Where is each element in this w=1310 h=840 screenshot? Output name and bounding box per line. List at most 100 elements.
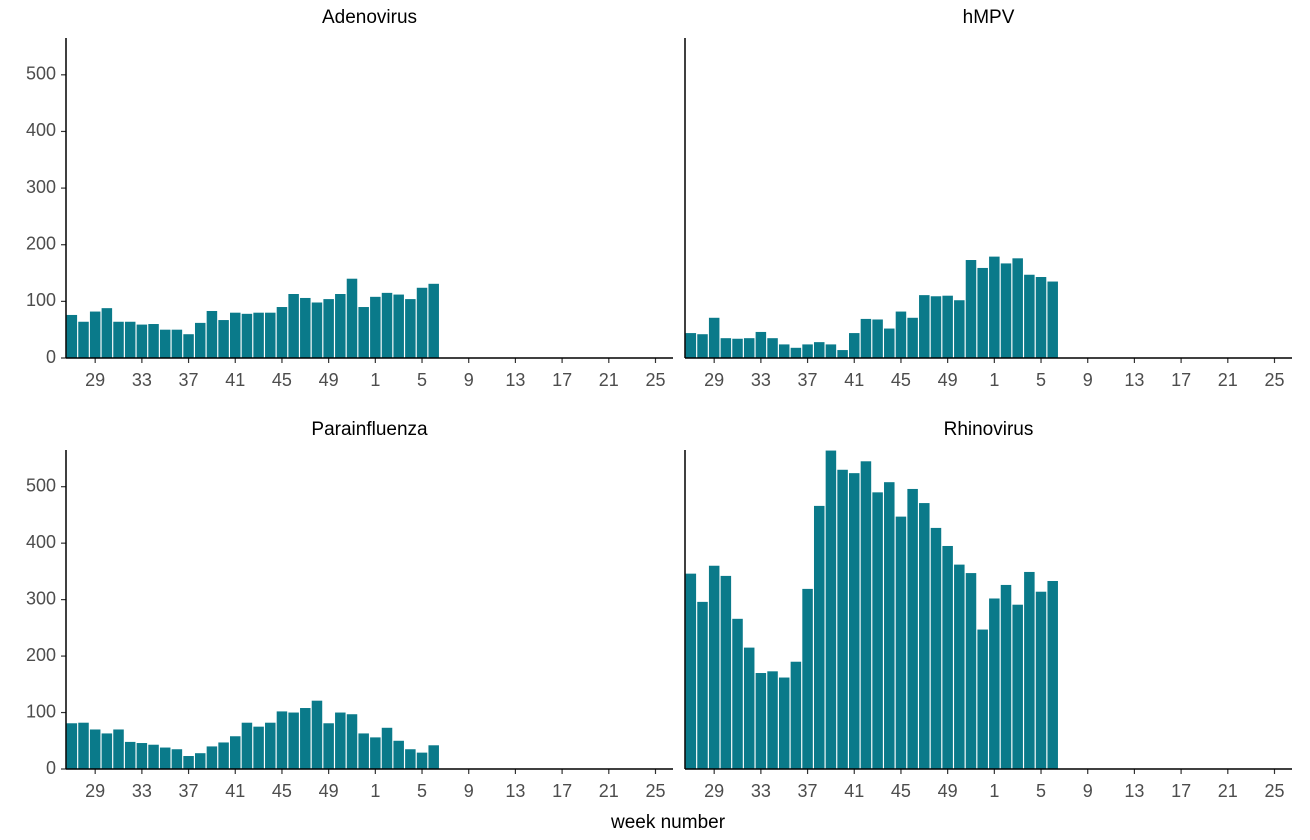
bar bbox=[194, 322, 206, 358]
x-tick-label: 49 bbox=[938, 781, 958, 801]
bar bbox=[405, 749, 416, 769]
bar bbox=[241, 722, 253, 769]
bar bbox=[732, 618, 743, 769]
bar bbox=[720, 338, 732, 358]
x-tick-label: 1 bbox=[989, 781, 999, 801]
x-tick-label: 37 bbox=[179, 781, 199, 801]
bar bbox=[335, 294, 346, 358]
x-tick-label: 41 bbox=[844, 370, 864, 390]
x-tick-label: 21 bbox=[1218, 370, 1238, 390]
x-tick-label: 13 bbox=[505, 370, 525, 390]
bar bbox=[148, 324, 159, 358]
x-tick-label: 41 bbox=[225, 370, 245, 390]
y-tick-label: 200 bbox=[26, 645, 56, 665]
bar bbox=[276, 711, 288, 769]
panel-title: Parainfluenza bbox=[311, 419, 428, 440]
x-tick-label: 49 bbox=[319, 370, 339, 390]
bar bbox=[989, 598, 1000, 769]
bar bbox=[977, 267, 988, 358]
bar bbox=[1047, 281, 1058, 358]
y-tick-label: 300 bbox=[26, 177, 56, 197]
bar bbox=[884, 328, 895, 358]
bar bbox=[837, 350, 848, 358]
bar bbox=[230, 736, 241, 769]
bar bbox=[989, 256, 1000, 358]
x-tick-label: 9 bbox=[464, 370, 474, 390]
bar bbox=[78, 321, 89, 358]
bar bbox=[136, 324, 148, 358]
x-tick-label: 9 bbox=[1083, 781, 1093, 801]
bar bbox=[276, 307, 288, 358]
bar bbox=[1000, 584, 1012, 769]
bar bbox=[813, 342, 825, 358]
bar bbox=[66, 314, 78, 358]
bar bbox=[755, 331, 767, 358]
bar bbox=[685, 573, 697, 769]
x-tick-label: 37 bbox=[798, 781, 818, 801]
panel-title: hMPV bbox=[963, 7, 1015, 28]
x-tick-label: 17 bbox=[552, 370, 572, 390]
bar bbox=[416, 287, 428, 358]
bar bbox=[124, 741, 136, 769]
bar bbox=[101, 308, 113, 358]
bar bbox=[405, 299, 416, 358]
y-tick-label: 400 bbox=[26, 120, 56, 140]
bar bbox=[755, 673, 767, 769]
bar bbox=[697, 334, 708, 358]
y-tick-label: 100 bbox=[26, 701, 56, 721]
bar bbox=[241, 313, 253, 358]
bar bbox=[708, 317, 720, 358]
bar bbox=[895, 516, 907, 769]
bar bbox=[124, 321, 136, 358]
x-tick-label: 17 bbox=[1171, 370, 1191, 390]
bar bbox=[194, 753, 206, 769]
bar bbox=[1035, 591, 1047, 769]
x-tick-label: 33 bbox=[751, 781, 771, 801]
x-tick-label: 37 bbox=[798, 370, 818, 390]
x-tick-label: 17 bbox=[552, 781, 572, 801]
y-tick-label: 300 bbox=[26, 588, 56, 608]
bar bbox=[393, 294, 404, 358]
bar bbox=[767, 671, 778, 769]
bar bbox=[743, 647, 755, 769]
bar bbox=[825, 344, 837, 358]
bar bbox=[171, 329, 183, 358]
y-tick-label: 500 bbox=[26, 64, 56, 84]
bar bbox=[1035, 277, 1047, 358]
x-tick-label: 33 bbox=[132, 370, 152, 390]
bar bbox=[697, 601, 708, 769]
bar bbox=[89, 311, 101, 358]
bar bbox=[860, 318, 872, 358]
bar bbox=[428, 745, 439, 769]
bar bbox=[428, 283, 439, 358]
bar bbox=[860, 461, 872, 769]
bar bbox=[954, 564, 965, 769]
bar bbox=[323, 299, 334, 358]
bar bbox=[206, 310, 218, 358]
bar bbox=[720, 575, 732, 769]
bar bbox=[778, 677, 790, 769]
bar bbox=[895, 311, 907, 358]
bar bbox=[358, 307, 369, 358]
bar bbox=[1012, 604, 1023, 769]
bar bbox=[778, 344, 790, 358]
bar bbox=[323, 723, 334, 769]
bar bbox=[1047, 580, 1058, 769]
bar bbox=[89, 729, 101, 769]
bar bbox=[930, 296, 942, 358]
x-tick-label: 17 bbox=[1171, 781, 1191, 801]
bar bbox=[253, 726, 264, 769]
bar bbox=[965, 573, 977, 769]
y-tick-label: 500 bbox=[26, 475, 56, 495]
y-tick-label: 0 bbox=[46, 347, 56, 367]
bar bbox=[942, 545, 953, 769]
bar bbox=[872, 319, 883, 358]
x-tick-label: 9 bbox=[464, 781, 474, 801]
bar bbox=[113, 321, 124, 358]
bar bbox=[1024, 274, 1035, 358]
bar bbox=[790, 661, 802, 769]
x-tick-label: 21 bbox=[599, 370, 619, 390]
x-tick-label: 13 bbox=[1124, 781, 1144, 801]
bar bbox=[206, 746, 218, 769]
bar bbox=[849, 473, 860, 769]
